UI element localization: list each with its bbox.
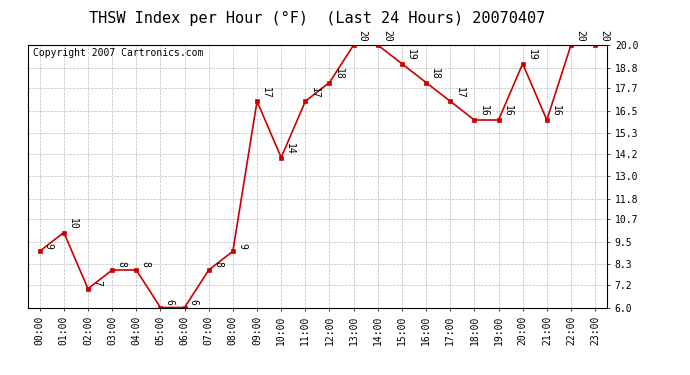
Text: 20: 20 xyxy=(575,30,585,42)
Text: 8: 8 xyxy=(117,261,126,267)
Text: Copyright 2007 Cartronics.com: Copyright 2007 Cartronics.com xyxy=(33,48,204,58)
Text: 9: 9 xyxy=(44,243,54,249)
Text: 8: 8 xyxy=(141,261,150,267)
Text: 6: 6 xyxy=(165,299,175,305)
Text: 19: 19 xyxy=(406,49,416,61)
Text: 14: 14 xyxy=(286,143,295,155)
Text: 19: 19 xyxy=(527,49,537,61)
Text: 20: 20 xyxy=(382,30,392,42)
Text: THSW Index per Hour (°F)  (Last 24 Hours) 20070407: THSW Index per Hour (°F) (Last 24 Hours)… xyxy=(89,11,546,26)
Text: 9: 9 xyxy=(237,243,247,249)
Text: 16: 16 xyxy=(479,105,489,117)
Text: 20: 20 xyxy=(358,30,368,42)
Text: 18: 18 xyxy=(431,68,440,80)
Text: 8: 8 xyxy=(213,261,223,267)
Text: 17: 17 xyxy=(262,87,271,99)
Text: 6: 6 xyxy=(189,299,199,305)
Text: 16: 16 xyxy=(551,105,561,117)
Text: 20: 20 xyxy=(600,30,609,42)
Text: 7: 7 xyxy=(92,280,102,286)
Text: 10: 10 xyxy=(68,218,78,230)
Text: 18: 18 xyxy=(334,68,344,80)
Text: 16: 16 xyxy=(503,105,513,117)
Text: 17: 17 xyxy=(455,87,464,99)
Text: 17: 17 xyxy=(310,87,319,99)
